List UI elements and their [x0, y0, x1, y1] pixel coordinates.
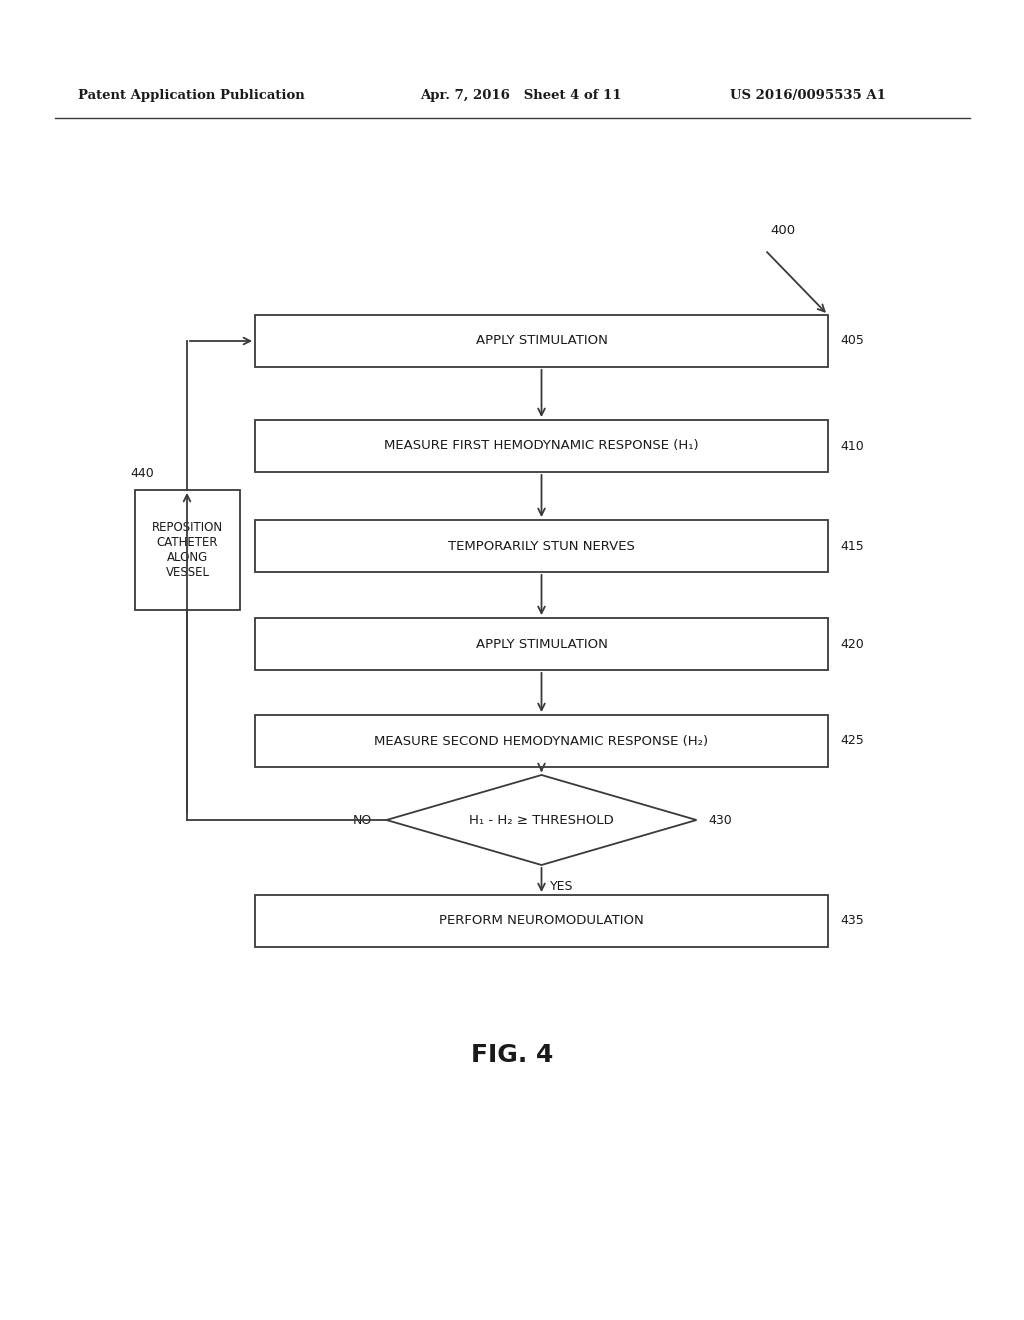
Text: 440: 440: [130, 467, 154, 480]
FancyBboxPatch shape: [255, 618, 828, 671]
Text: 405: 405: [840, 334, 864, 347]
Text: 415: 415: [840, 540, 864, 553]
Text: US 2016/0095535 A1: US 2016/0095535 A1: [730, 88, 886, 102]
FancyBboxPatch shape: [255, 520, 828, 572]
Text: H₁ - H₂ ≥ THRESHOLD: H₁ - H₂ ≥ THRESHOLD: [469, 813, 613, 826]
Text: Patent Application Publication: Patent Application Publication: [78, 88, 305, 102]
Text: 435: 435: [840, 915, 864, 928]
FancyBboxPatch shape: [255, 315, 828, 367]
FancyBboxPatch shape: [255, 715, 828, 767]
Text: 420: 420: [840, 638, 864, 651]
Polygon shape: [386, 775, 696, 865]
Text: NO: NO: [352, 813, 372, 826]
Text: APPLY STIMULATION: APPLY STIMULATION: [475, 638, 607, 651]
Text: TEMPORARILY STUN NERVES: TEMPORARILY STUN NERVES: [449, 540, 635, 553]
Text: 400: 400: [770, 223, 795, 236]
Text: Apr. 7, 2016   Sheet 4 of 11: Apr. 7, 2016 Sheet 4 of 11: [420, 88, 622, 102]
Text: APPLY STIMULATION: APPLY STIMULATION: [475, 334, 607, 347]
Text: 425: 425: [840, 734, 864, 747]
Text: FIG. 4: FIG. 4: [471, 1043, 553, 1067]
FancyBboxPatch shape: [135, 490, 240, 610]
FancyBboxPatch shape: [255, 420, 828, 473]
Text: REPOSITION
CATHETER
ALONG
VESSEL: REPOSITION CATHETER ALONG VESSEL: [152, 521, 223, 579]
Text: 430: 430: [709, 813, 732, 826]
Text: YES: YES: [550, 880, 573, 894]
Text: MEASURE FIRST HEMODYNAMIC RESPONSE (H₁): MEASURE FIRST HEMODYNAMIC RESPONSE (H₁): [384, 440, 698, 453]
Text: PERFORM NEUROMODULATION: PERFORM NEUROMODULATION: [439, 915, 644, 928]
Text: MEASURE SECOND HEMODYNAMIC RESPONSE (H₂): MEASURE SECOND HEMODYNAMIC RESPONSE (H₂): [375, 734, 709, 747]
FancyBboxPatch shape: [255, 895, 828, 946]
Text: 410: 410: [840, 440, 864, 453]
